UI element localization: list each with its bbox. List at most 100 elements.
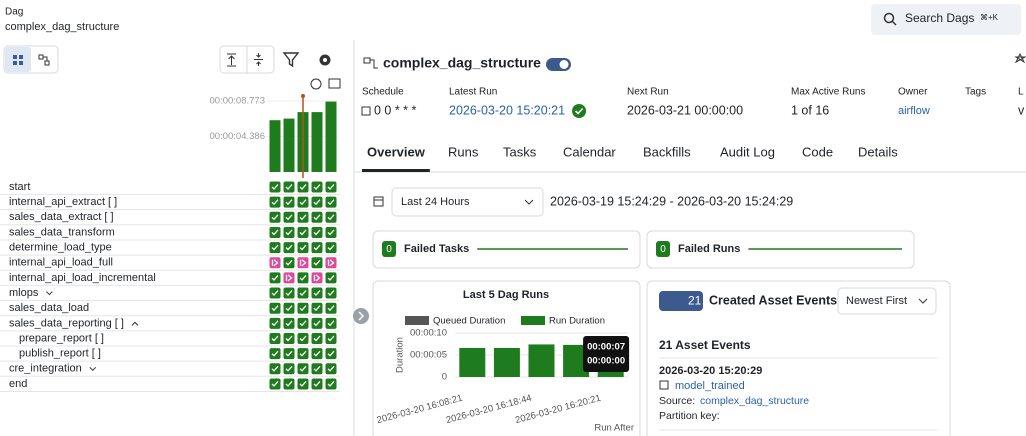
bar[interactable] [528, 344, 555, 377]
collapse-arrow [358, 311, 365, 321]
collapse-icon[interactable] [254, 53, 263, 66]
state-icon [271, 365, 279, 372]
field-label: Max Active Runs [791, 87, 865, 98]
tab[interactable]: Details [858, 144, 898, 159]
task-name[interactable]: sales_data_reporting [ ] [9, 317, 124, 329]
field-value: 1 of 16 [791, 103, 829, 117]
field-value[interactable]: 2026-03-20 15:20:21 [449, 103, 565, 117]
task-instance[interactable] [325, 257, 337, 269]
asset-link[interactable]: model_trained [675, 380, 745, 392]
task-name[interactable]: mlops [9, 287, 39, 299]
task-name[interactable]: sales_data_transform [9, 226, 115, 238]
task-instance[interactable] [297, 257, 309, 269]
expander[interactable] [45, 291, 53, 296]
expander[interactable] [89, 366, 97, 372]
state-icon [271, 199, 279, 206]
graph-view-button[interactable] [38, 54, 50, 66]
field-label: Schedule [362, 87, 404, 98]
asset-badge [659, 291, 703, 311]
field-value[interactable]: airflow [898, 105, 930, 117]
tab[interactable]: Tasks [503, 144, 537, 159]
task-name[interactable]: internal_api_extract [ ] [9, 196, 117, 208]
asset-heading: 21 Asset Events [659, 338, 751, 352]
state-icon [285, 320, 293, 327]
task-name[interactable]: prepare_report [ ] [19, 332, 104, 344]
sort-select[interactable] [837, 287, 937, 315]
state-icon [327, 320, 335, 327]
task-name[interactable]: sales_data_load [9, 302, 89, 314]
state-icon [271, 290, 279, 296]
assets-card [646, 280, 951, 436]
tab[interactable]: Backfills [643, 144, 691, 159]
state-icon [299, 350, 307, 357]
toggle-knob [559, 60, 569, 69]
state-icon [299, 229, 307, 236]
task-name[interactable]: cre_integration [9, 363, 82, 375]
state-icon [299, 365, 307, 372]
tab[interactable]: Calendar [563, 144, 616, 159]
state-icon [327, 381, 335, 387]
run-type-icon [287, 172, 291, 177]
tab[interactable]: Overview [367, 144, 426, 159]
active-tab-underline [362, 169, 430, 172]
task-name[interactable]: end [9, 378, 27, 390]
tab[interactable]: Runs [448, 144, 479, 159]
state-icon [285, 335, 293, 342]
range-value: Last 24 Hours [401, 196, 470, 208]
state-icon [299, 305, 307, 312]
task-name[interactable]: publish_report [ ] [19, 348, 101, 360]
bar[interactable] [493, 347, 520, 377]
task-name[interactable]: sales_data_extract [ ] [9, 211, 114, 223]
state-icon [313, 320, 321, 327]
filter-icon[interactable] [282, 52, 300, 68]
task-name[interactable]: internal_api_load_incremental [9, 272, 156, 284]
stat-count: 0 [386, 244, 392, 255]
legend-swatch [521, 316, 545, 325]
task-instance[interactable] [311, 272, 323, 284]
dag-title: complex_dag_structure [383, 55, 541, 71]
search-icon [891, 20, 897, 26]
task-instance[interactable] [283, 272, 295, 284]
run-bar[interactable] [269, 120, 281, 172]
run-bar[interactable] [311, 112, 323, 172]
state-icon [271, 229, 279, 236]
run-bar[interactable] [325, 101, 337, 172]
tab[interactable]: Code [802, 144, 833, 159]
state-icon [327, 350, 335, 357]
state-icon [285, 229, 293, 236]
state-icon [313, 259, 321, 266]
search-button[interactable] [871, 4, 1021, 35]
state-icon [285, 259, 293, 266]
bar[interactable] [459, 347, 486, 377]
grid-view-button[interactable] [5, 47, 31, 72]
section-label: Dag [5, 7, 23, 18]
task-instance[interactable] [269, 257, 281, 269]
task-name[interactable]: determine_load_type [9, 242, 112, 254]
stat-label: Failed Tasks [404, 243, 469, 255]
expander[interactable] [131, 321, 139, 326]
event-time: 2026-03-20 15:20:29 [659, 365, 762, 377]
state-icon [271, 259, 279, 267]
calendar-icon[interactable] [328, 78, 341, 89]
task-name[interactable]: internal_api_load_full [9, 257, 113, 269]
state-icon [327, 244, 335, 251]
run-type-icon [273, 172, 277, 177]
state-icon [285, 244, 293, 251]
expand-icon[interactable] [227, 53, 236, 67]
y-tick-label: 0 [442, 372, 447, 383]
run-bar[interactable] [283, 118, 295, 172]
tab[interactable]: Audit Log [720, 144, 775, 159]
favorite-icon[interactable] [1014, 52, 1026, 64]
info-icon[interactable] [310, 78, 322, 90]
collapse-handle[interactable] [353, 308, 369, 324]
stat-badge [382, 241, 396, 257]
task-name[interactable]: start [9, 181, 30, 193]
range-select[interactable] [391, 187, 544, 217]
state-icon [327, 259, 335, 267]
state-icon [299, 244, 307, 251]
x-axis-label: Run After [594, 423, 634, 434]
source-link[interactable]: complex_dag_structure [700, 395, 809, 407]
state-icon [299, 320, 307, 327]
chevron [524, 199, 534, 205]
